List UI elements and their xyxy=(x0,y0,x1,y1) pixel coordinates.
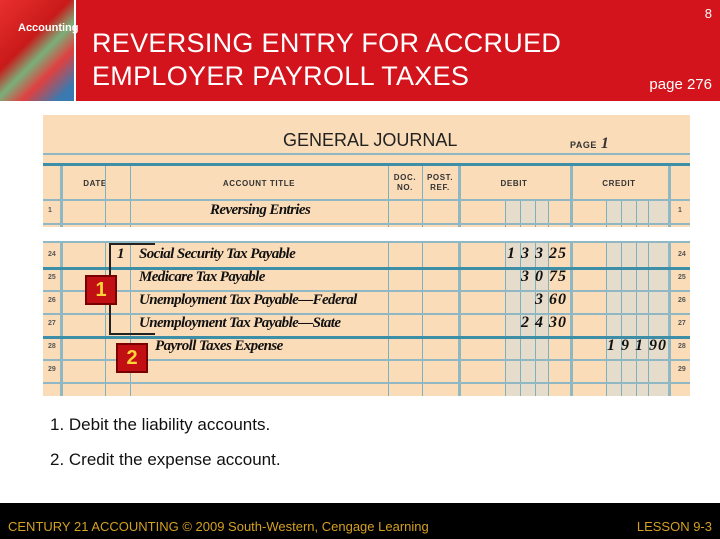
amount-shade xyxy=(606,241,668,396)
account-title: Unemployment Tax Payable—State xyxy=(139,315,341,331)
rule xyxy=(43,290,690,292)
amount-rule xyxy=(606,201,607,396)
line-number: 29 xyxy=(48,366,56,373)
column-rule xyxy=(422,165,423,396)
col-credit: CREDIT xyxy=(602,179,636,188)
line-number: 29 xyxy=(678,366,686,373)
debit-amount: 2 4 30 xyxy=(521,314,567,331)
account-title: Social Security Tax Payable xyxy=(139,246,296,262)
line-number: 24 xyxy=(678,251,686,258)
amount-rule xyxy=(520,201,521,396)
note-1: 1. Debit the liability accounts. xyxy=(50,415,271,434)
line-number: 27 xyxy=(678,320,686,327)
callout-badge-1: 1 xyxy=(85,275,117,305)
credit-amount: 1 9 1 90 xyxy=(607,337,667,354)
debit-amount: 3 0 75 xyxy=(521,268,567,285)
account-title: Medicare Tax Payable xyxy=(139,269,265,285)
amount-rule xyxy=(621,201,622,396)
slide-header: Accounting REVERSING ENTRY FOR ACCRUED EM… xyxy=(0,0,720,101)
book-cover-logo: Accounting xyxy=(0,0,79,101)
amount-rule xyxy=(548,201,549,396)
line-number: 26 xyxy=(48,297,56,304)
slide-number: 8 xyxy=(704,6,712,21)
line-number: 1 xyxy=(48,207,52,214)
col-date: DATE xyxy=(83,179,107,188)
line-number: 28 xyxy=(678,343,686,350)
column-rule xyxy=(388,165,389,396)
day: 1 xyxy=(117,246,124,262)
debit-amount: 3 60 xyxy=(535,291,567,308)
line-number: 1 xyxy=(678,207,682,214)
page-break xyxy=(43,227,690,241)
amount-shade xyxy=(505,201,548,223)
amount-rule xyxy=(505,201,506,396)
amount-shade xyxy=(505,241,548,396)
column-rule xyxy=(458,165,461,396)
account-title: Reversing Entries xyxy=(210,202,311,218)
line-number: 24 xyxy=(48,251,56,258)
col-debit: DEBIT xyxy=(500,179,528,188)
line-number: 26 xyxy=(678,297,686,304)
col-post-ref: POST. REF. xyxy=(426,173,454,192)
account-title: Unemployment Tax Payable—Federal xyxy=(139,292,357,308)
rule xyxy=(43,359,690,361)
slide-footer: CENTURY 21 ACCOUNTING © 2009 South-Weste… xyxy=(0,503,720,539)
journal-page: PAGE 1 xyxy=(570,135,610,152)
rule xyxy=(43,336,690,339)
rule xyxy=(43,223,690,225)
note-2: 2. Credit the expense account. xyxy=(50,450,281,469)
rule xyxy=(43,241,690,243)
column-rule xyxy=(570,165,573,396)
general-journal: GENERAL JOURNAL PAGE 1 DATE ACCOUNT TITLE… xyxy=(43,115,690,396)
amount-rule xyxy=(535,201,536,396)
footer-lesson: LESSON 9-3 xyxy=(636,519,712,534)
amount-shade xyxy=(606,201,668,223)
callout-badge-2: 2 xyxy=(116,343,148,373)
line-number: 25 xyxy=(48,274,56,281)
line-number: 27 xyxy=(48,320,56,327)
column-rule xyxy=(60,165,63,396)
footer-copyright: CENTURY 21 ACCOUNTING © 2009 South-Weste… xyxy=(8,519,429,534)
line-number: 28 xyxy=(48,343,56,350)
amount-rule xyxy=(636,201,637,396)
rule xyxy=(43,267,690,270)
column-rule xyxy=(130,165,131,396)
rule xyxy=(43,163,690,166)
slide-title: REVERSING ENTRY FOR ACCRUED EMPLOYER PAYR… xyxy=(92,28,562,91)
account-title: Payroll Taxes Expense xyxy=(155,338,283,354)
amount-rule xyxy=(648,201,649,396)
column-rule xyxy=(668,165,671,396)
rule xyxy=(43,382,690,384)
journal-title: GENERAL JOURNAL xyxy=(283,130,458,150)
page-reference: page 276 xyxy=(649,76,712,93)
col-doc-no: DOC. NO. xyxy=(393,173,417,192)
debit-amount: 1 3 3 25 xyxy=(507,245,567,262)
line-number: 25 xyxy=(678,274,686,281)
rule xyxy=(43,313,690,315)
rule xyxy=(43,153,690,155)
rule xyxy=(43,199,690,201)
col-account-title: ACCOUNT TITLE xyxy=(222,179,296,188)
